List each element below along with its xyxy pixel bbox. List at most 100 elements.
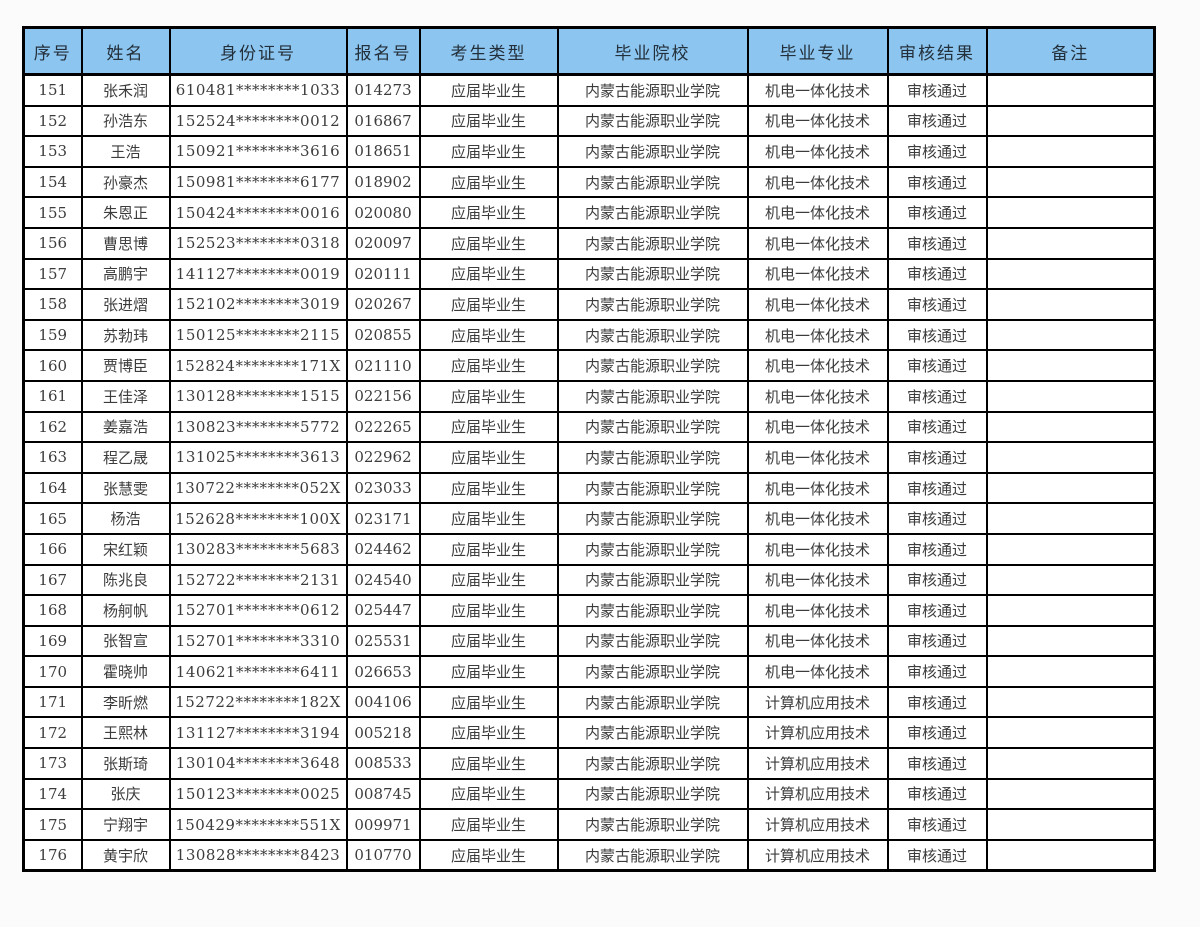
cell-review-result: 审核通过: [886, 716, 988, 750]
cell-review-result: 审核通过: [886, 288, 988, 321]
cell-graduation-school: 内蒙古能源职业学院: [556, 655, 749, 688]
cell-review-result: 审核通过: [886, 226, 988, 260]
cell-candidate-type: 应届毕业生: [418, 410, 559, 444]
table-row: 161 王佳泽 130128********1515 022156 应届毕业生 内蒙古能源…: [22, 379, 1156, 413]
cell-index: 152: [22, 104, 83, 138]
cell-registration-number: 010770: [345, 838, 421, 872]
column-header-index: 序号: [22, 26, 83, 76]
cell-id-number: 130128********1515: [168, 379, 348, 413]
cell-registration-number: 020267: [345, 288, 421, 321]
cell-id-number: 140621********6411: [168, 655, 348, 688]
table-row: 168 杨舸帆 152701********0612 025447 应届毕业生 内蒙古能源…: [22, 594, 1156, 627]
cell-candidate-type: 应届毕业生: [418, 777, 559, 811]
cell-id-number: 152824********171X: [168, 349, 348, 382]
cell-remark: [985, 685, 1156, 719]
table-row: 162 姜嘉浩 130823********5772 022265 应届毕业生 内蒙古能源…: [22, 410, 1156, 444]
cell-index: 173: [22, 747, 83, 780]
cell-name: 霍晓帅: [80, 655, 171, 688]
table-row: 157 高鹏宇 141127********0019 020111 应届毕业生 内蒙古能源…: [22, 257, 1156, 291]
cell-candidate-type: 应届毕业生: [418, 502, 559, 535]
cell-index: 166: [22, 532, 83, 566]
table-row: 171 李昕燃 152722********182X 004106 应届毕业生 内蒙古能源…: [22, 685, 1156, 719]
cell-graduation-major: 机电一体化技术: [746, 135, 889, 168]
cell-candidate-type: 应届毕业生: [418, 441, 559, 474]
applicant-review-table: 序号 姓名 身份证号 报名号 考生类型 毕业院校 毕业专业 审核结果 备注 151 张禾润 6104…: [22, 26, 1156, 873]
cell-graduation-school: 内蒙古能源职业学院: [556, 747, 749, 780]
cell-review-result: 审核通过: [886, 624, 988, 658]
cell-graduation-school: 内蒙古能源职业学院: [556, 838, 749, 872]
cell-index: 176: [22, 838, 83, 872]
cell-candidate-type: 应届毕业生: [418, 838, 559, 872]
cell-registration-number: 020111: [345, 257, 421, 291]
cell-graduation-major: 机电一体化技术: [746, 318, 889, 352]
cell-id-number: 131025********3613: [168, 441, 348, 474]
cell-review-result: 审核通过: [886, 808, 988, 841]
cell-graduation-school: 内蒙古能源职业学院: [556, 777, 749, 811]
table-body: 151 张禾润 610481********1033 014273 应届毕业生 内蒙古能源…: [22, 73, 1156, 872]
cell-graduation-major: 计算机应用技术: [746, 685, 889, 719]
table-row: 174 张庆 150123********0025 008745 应届毕业生 内蒙古能源职…: [22, 777, 1156, 811]
cell-review-result: 审核通过: [886, 410, 988, 444]
cell-index: 156: [22, 226, 83, 260]
cell-candidate-type: 应届毕业生: [418, 624, 559, 658]
cell-registration-number: 021110: [345, 349, 421, 382]
cell-graduation-major: 机电一体化技术: [746, 196, 889, 229]
cell-index: 155: [22, 196, 83, 229]
table-row: 176 黄宇欣 130828********8423 010770 应届毕业生 内蒙古能源…: [22, 838, 1156, 872]
cell-graduation-school: 内蒙古能源职业学院: [556, 196, 749, 229]
cell-id-number: 130283********5683: [168, 532, 348, 566]
cell-id-number: 152701********3310: [168, 624, 348, 658]
cell-remark: [985, 349, 1156, 382]
table-row: 163 程乙晟 131025********3613 022962 应届毕业生 内蒙古能源…: [22, 441, 1156, 474]
cell-remark: [985, 104, 1156, 138]
cell-remark: [985, 838, 1156, 872]
cell-candidate-type: 应届毕业生: [418, 747, 559, 780]
cell-remark: [985, 502, 1156, 535]
cell-candidate-type: 应届毕业生: [418, 594, 559, 627]
cell-graduation-school: 内蒙古能源职业学院: [556, 471, 749, 505]
cell-index: 174: [22, 777, 83, 811]
cell-registration-number: 024462: [345, 532, 421, 566]
cell-review-result: 审核通过: [886, 196, 988, 229]
table-row: 175 宁翔宇 150429********551X 009971 应届毕业生 内蒙古能源…: [22, 808, 1156, 841]
cell-registration-number: 022156: [345, 379, 421, 413]
cell-graduation-major: 机电一体化技术: [746, 502, 889, 535]
cell-id-number: 610481********1033: [168, 73, 348, 107]
cell-remark: [985, 165, 1156, 199]
table-row: 169 张智宣 152701********3310 025531 应届毕业生 内蒙古能源…: [22, 624, 1156, 658]
cell-graduation-major: 机电一体化技术: [746, 563, 889, 597]
cell-review-result: 审核通过: [886, 471, 988, 505]
cell-review-result: 审核通过: [886, 135, 988, 168]
cell-index: 161: [22, 379, 83, 413]
cell-id-number: 130828********8423: [168, 838, 348, 872]
cell-graduation-school: 内蒙古能源职业学院: [556, 226, 749, 260]
cell-id-number: 130104********3648: [168, 747, 348, 780]
cell-registration-number: 004106: [345, 685, 421, 719]
cell-graduation-major: 机电一体化技术: [746, 73, 889, 107]
cell-name: 宋红颖: [80, 532, 171, 566]
table-row: 164 张慧雯 130722********052X 023033 应届毕业生 内蒙古能源…: [22, 471, 1156, 505]
cell-index: 171: [22, 685, 83, 719]
table-row: 151 张禾润 610481********1033 014273 应届毕业生 内蒙古能源…: [22, 73, 1156, 107]
cell-graduation-major: 计算机应用技术: [746, 716, 889, 750]
cell-graduation-school: 内蒙古能源职业学院: [556, 257, 749, 291]
cell-id-number: 141127********0019: [168, 257, 348, 291]
cell-registration-number: 020080: [345, 196, 421, 229]
cell-candidate-type: 应届毕业生: [418, 196, 559, 229]
cell-name: 陈兆良: [80, 563, 171, 597]
cell-registration-number: 020855: [345, 318, 421, 352]
cell-registration-number: 018902: [345, 165, 421, 199]
cell-candidate-type: 应届毕业生: [418, 563, 559, 597]
cell-index: 162: [22, 410, 83, 444]
cell-graduation-school: 内蒙古能源职业学院: [556, 349, 749, 382]
table-row: 172 王熙林 131127********3194 005218 应届毕业生 内蒙古能源…: [22, 716, 1156, 750]
cell-graduation-major: 机电一体化技术: [746, 288, 889, 321]
cell-remark: [985, 532, 1156, 566]
cell-name: 杨浩: [80, 502, 171, 535]
cell-index: 154: [22, 165, 83, 199]
cell-graduation-school: 内蒙古能源职业学院: [556, 532, 749, 566]
cell-index: 160: [22, 349, 83, 382]
cell-graduation-school: 内蒙古能源职业学院: [556, 441, 749, 474]
cell-graduation-school: 内蒙古能源职业学院: [556, 685, 749, 719]
cell-review-result: 审核通过: [886, 747, 988, 780]
